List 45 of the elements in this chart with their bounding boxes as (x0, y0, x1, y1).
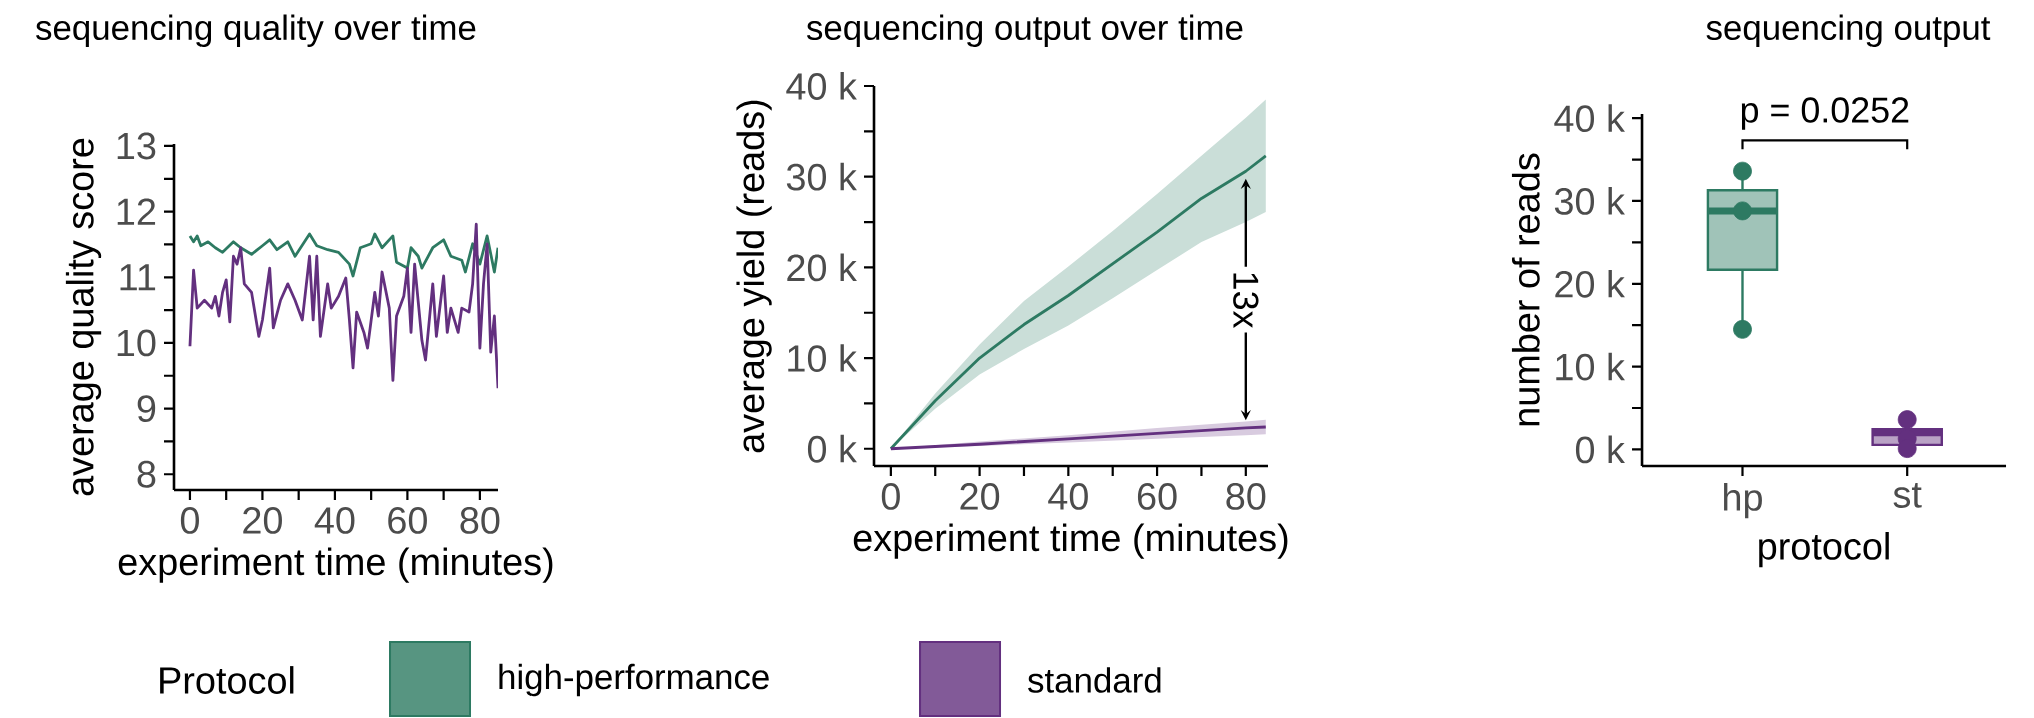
x-axis-title: experiment time (minutes) (118, 547, 553, 583)
legend-label: standard (1028, 667, 1161, 693)
y-tick-label: 20 k (787, 253, 857, 282)
y-axis-title: average quality score (65, 138, 102, 496)
line-series (188, 222, 498, 390)
y-tick-label: 0 k (1575, 435, 1625, 464)
y-tick-label: 8 (137, 460, 156, 488)
x-tick-label: st (1893, 483, 1922, 508)
chart-title: sequencing quality over time (36, 14, 476, 48)
y-axis-title: average yield (reads) (736, 100, 772, 453)
y-tick-label: 10 (117, 329, 156, 357)
x-axis-title: protocol (1759, 532, 1889, 568)
annotation: p = 0.0252 (1741, 97, 1909, 130)
annotation: 13x (1233, 273, 1259, 329)
line-series (889, 425, 1268, 451)
x-tick-label: 0 (180, 507, 199, 534)
x-tick-label: 80 (460, 507, 500, 534)
x-tick-label: hp (1724, 483, 1762, 519)
x-tick-label: 20 (960, 483, 1000, 510)
y-tick-label: 0 k (807, 434, 857, 463)
y-tick-label: 9 (137, 395, 156, 422)
y-tick-label: 12 (117, 198, 156, 225)
y-tick-label: 13 (117, 132, 156, 160)
x-axis-title: experiment time (minutes) (853, 523, 1288, 559)
x-tick-label: 60 (388, 507, 427, 534)
y-tick-label: 20 k (1555, 269, 1625, 298)
y-axis-title: number of reads (1511, 153, 1540, 426)
x-tick-label: 80 (1226, 483, 1266, 510)
x-tick-label: 60 (1137, 483, 1177, 510)
y-tick-label: 10 k (1556, 352, 1625, 381)
y-tick-label: 11 (120, 264, 156, 291)
y-tick-label: 30 k (1554, 187, 1625, 215)
y-tick-label: 30 k (786, 162, 857, 191)
x-tick-label: 40 (314, 507, 355, 534)
chart-title: sequencing output over time (806, 14, 1243, 48)
chart-title: sequencing output (1706, 14, 1991, 48)
y-tick-label: 10 k (788, 344, 857, 372)
line-series (188, 232, 498, 278)
y-tick-label: 40 k (786, 72, 857, 100)
legend-title: Protocol (160, 666, 294, 694)
legend-label: high-performance (499, 663, 769, 697)
x-tick-label: 20 (243, 507, 282, 534)
x-tick-label: 0 (881, 483, 900, 510)
x-tick-label: 40 (1048, 483, 1088, 510)
y-tick-label: 40 k (1554, 104, 1625, 133)
